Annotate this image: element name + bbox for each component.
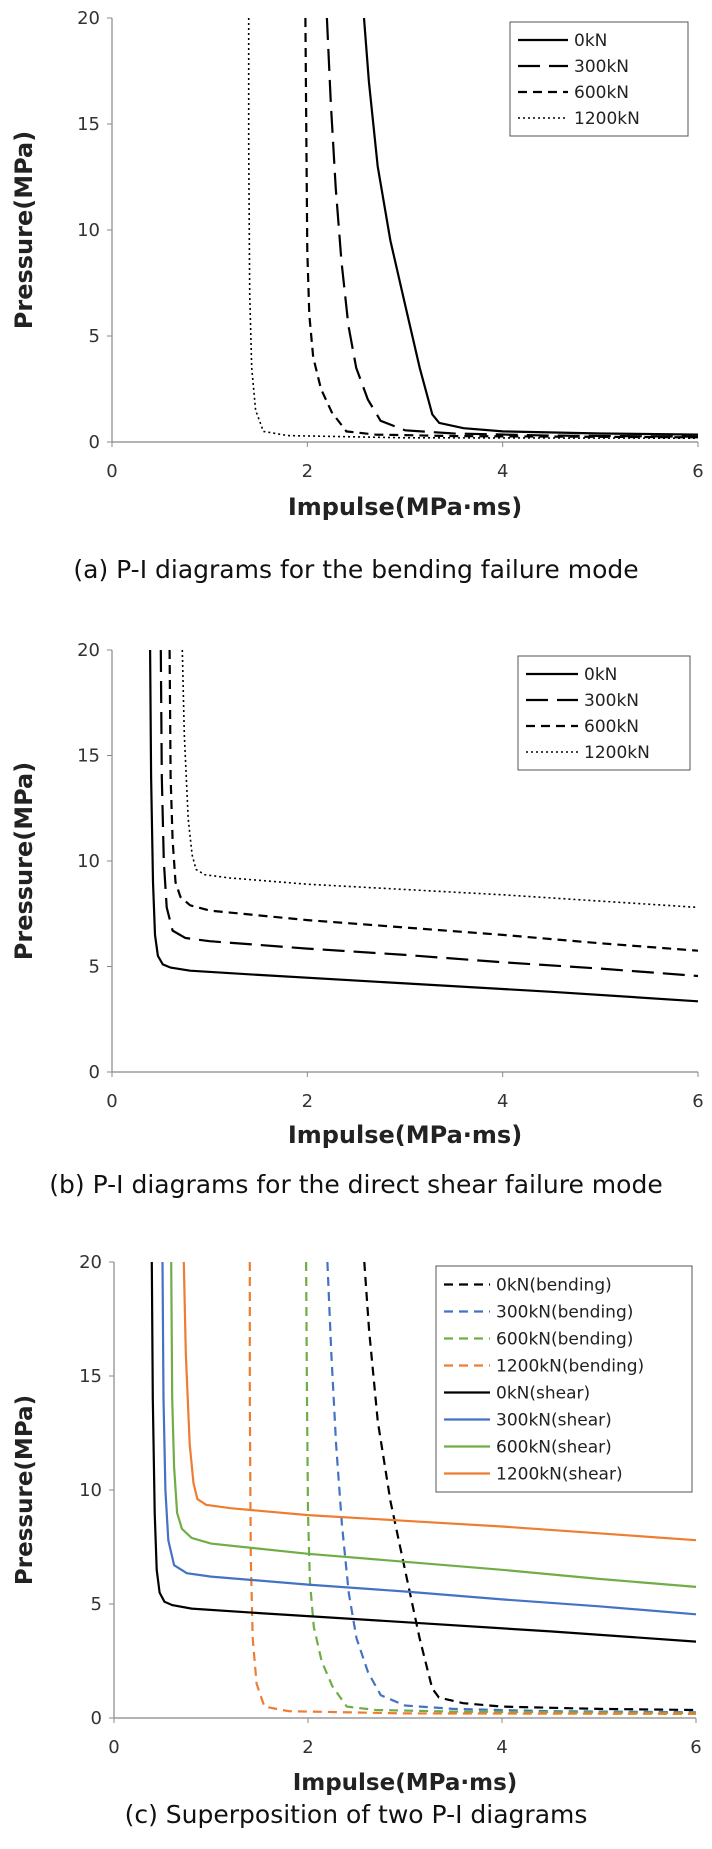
legend-label: 300kN(bending) bbox=[496, 1303, 633, 1323]
legend-label: 1200kN bbox=[574, 109, 640, 129]
series-line-300kN(bending) bbox=[326, 1261, 696, 1714]
chart-panel-b: 0 5 10 15 20 0 2 4 6 Impulse(MPa·ms) Pressure(MPa)… bbox=[0, 600, 712, 1220]
y-tick-label: 15 bbox=[77, 746, 100, 767]
legend-label: 0kN(shear) bbox=[496, 1384, 590, 1404]
legend-box bbox=[435, 1265, 693, 1493]
x-tick-label: 6 bbox=[692, 1091, 703, 1112]
chart-panel-a: 0 5 10 15 20 0 2 4 6 Impulse(MPa·ms) Pressure(MPa)… bbox=[0, 0, 712, 600]
legend-label: 0kN(bending) bbox=[496, 1276, 612, 1296]
series-line-1200kN(shear) bbox=[182, 1261, 696, 1542]
y-tick-label: 20 bbox=[79, 1252, 102, 1273]
x-tick-label: 0 bbox=[106, 461, 117, 482]
y-tick-label: 0 bbox=[89, 1062, 100, 1083]
y-tick-label: 5 bbox=[89, 957, 100, 978]
y-tick-label: 15 bbox=[79, 1366, 102, 1387]
legend-label: 600kN bbox=[574, 83, 629, 103]
x-tick-label: 6 bbox=[692, 461, 703, 482]
caption-c: (c) Superposition of two P-I diagrams bbox=[124, 1800, 588, 1829]
y-tick-label: 5 bbox=[89, 326, 100, 347]
caption-a: (a) P-I diagrams for the bending failure… bbox=[73, 555, 639, 584]
series-line-1200kN bbox=[181, 649, 698, 909]
legend-label: 0kN bbox=[574, 31, 607, 51]
x-tick-label: 0 bbox=[106, 1091, 117, 1112]
series-line-0kN(shear) bbox=[150, 1261, 696, 1643]
x-axis-title: Impulse(MPa·ms) bbox=[288, 1121, 522, 1149]
legend-label: 1200kN bbox=[584, 743, 650, 763]
y-tick-label: 10 bbox=[77, 851, 100, 872]
legend: 0kN(bending) 300kN(bending) 600kN(bending)… bbox=[435, 1265, 693, 1493]
legend-label: 1200kN(bending) bbox=[496, 1357, 644, 1377]
legend-label: 0kN bbox=[584, 665, 617, 685]
y-tick-label: 20 bbox=[77, 640, 100, 661]
x-tick-label: 2 bbox=[302, 1737, 313, 1758]
y-tick-label: 0 bbox=[91, 1708, 102, 1729]
legend: 0kN 300kN 600kN 1200kN bbox=[517, 655, 691, 771]
series-line-600kN(shear) bbox=[170, 1261, 696, 1588]
y-tick-label: 15 bbox=[77, 114, 100, 135]
x-axis-title: Impulse(MPa·ms) bbox=[293, 1770, 518, 1795]
series-line-1200kN(bending) bbox=[248, 1262, 696, 1715]
legend-label: 300kN(shear) bbox=[496, 1411, 612, 1431]
series-line-0kN bbox=[149, 649, 698, 1003]
series-line-1200kN bbox=[247, 18, 698, 439]
y-axis-title: Pressure(MPa) bbox=[10, 762, 38, 960]
series-line-300kN(shear) bbox=[161, 1261, 696, 1616]
chart-c: 0 5 10 15 20 0 2 4 6 Impulse(MPa·ms) Pressure(MPa)… bbox=[12, 1252, 702, 1795]
series-line-300kN bbox=[325, 17, 698, 438]
series-line-0kN bbox=[362, 17, 698, 436]
legend-label: 600kN(shear) bbox=[496, 1438, 612, 1458]
legend-label: 600kN(bending) bbox=[496, 1330, 633, 1350]
y-tick-label: 5 bbox=[91, 1594, 102, 1615]
x-tick-label: 0 bbox=[108, 1737, 119, 1758]
x-tick-label: 6 bbox=[690, 1737, 701, 1758]
chart-b: 0 5 10 15 20 0 2 4 6 Impulse(MPa·ms) Pressure(MPa)… bbox=[10, 640, 704, 1149]
y-tick-label: 10 bbox=[79, 1480, 102, 1501]
series-line-600kN bbox=[168, 649, 698, 952]
series-line-300kN bbox=[159, 649, 698, 978]
y-axis-title: Pressure(MPa) bbox=[12, 1395, 38, 1585]
legend-label: 1200kN(shear) bbox=[496, 1465, 623, 1485]
legend-label: 300kN bbox=[574, 57, 629, 77]
y-tick-label: 0 bbox=[89, 432, 100, 453]
x-tick-label: 2 bbox=[302, 461, 313, 482]
y-axis-title: Pressure(MPa) bbox=[10, 131, 38, 329]
legend-box bbox=[517, 655, 691, 771]
x-tick-label: 4 bbox=[496, 1737, 507, 1758]
x-tick-label: 4 bbox=[497, 1091, 508, 1112]
x-tick-label: 2 bbox=[302, 1091, 313, 1112]
legend: 0kN 300kN 600kN 1200kN bbox=[509, 21, 689, 137]
series-line-600kN bbox=[304, 17, 698, 439]
y-tick-label: 20 bbox=[77, 8, 100, 29]
x-tick-label: 4 bbox=[497, 461, 508, 482]
legend-label: 600kN bbox=[584, 717, 639, 737]
caption-b: (b) P-I diagrams for the direct shear fa… bbox=[49, 1170, 663, 1199]
chart-panel-c: 0 5 10 15 20 0 2 4 6 Impulse(MPa·ms) Pressure(MPa)… bbox=[0, 1220, 712, 1849]
chart-a: 0 5 10 15 20 0 2 4 6 Impulse(MPa·ms) Pressure(MPa)… bbox=[10, 8, 704, 521]
x-axis-title: Impulse(MPa·ms) bbox=[288, 493, 522, 521]
series-line-0kN(bending) bbox=[363, 1261, 696, 1712]
series-line-600kN(bending) bbox=[305, 1261, 696, 1715]
y-tick-label: 10 bbox=[77, 220, 100, 241]
legend-label: 300kN bbox=[584, 691, 639, 711]
